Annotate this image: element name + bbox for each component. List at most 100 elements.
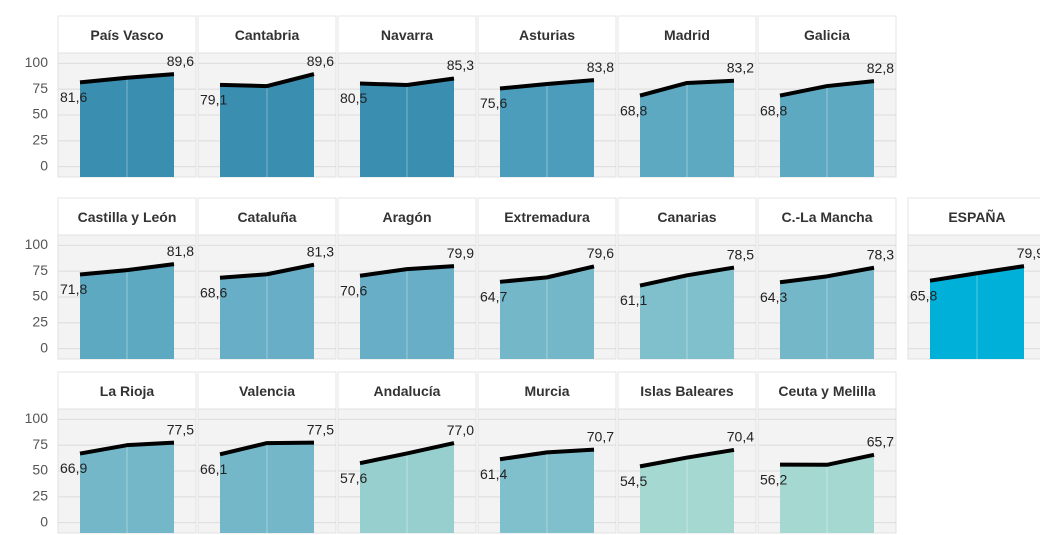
panel-header xyxy=(337,371,477,410)
value-label: 68,8 xyxy=(620,102,647,118)
panel-title: Islas Baleares xyxy=(640,383,734,399)
panel-header xyxy=(57,15,197,54)
value-label: 78,3 xyxy=(867,246,894,262)
area xyxy=(780,454,874,533)
panel-title: Valencia xyxy=(239,383,295,399)
value-label: 61,4 xyxy=(480,466,507,482)
value-label: 66,9 xyxy=(60,460,87,476)
y-tick-label: 0 xyxy=(40,513,48,529)
panel-header xyxy=(477,197,617,236)
panel-title: Aragón xyxy=(383,209,432,225)
panel: Castilla y León 71,8 81,8 xyxy=(57,197,197,360)
value-label: 57,6 xyxy=(340,470,367,486)
panel-header xyxy=(197,371,337,410)
value-label: 79,9 xyxy=(447,245,474,261)
line xyxy=(359,264,455,278)
area xyxy=(220,264,314,359)
line xyxy=(359,441,455,466)
value-label: 71,8 xyxy=(60,281,87,297)
panel: C.-La Mancha 64,3 78,3 xyxy=(757,197,897,360)
value-label: 80,5 xyxy=(340,90,367,106)
y-tick-label: 75 xyxy=(32,436,48,452)
panel-header xyxy=(617,15,757,54)
value-label: 75,6 xyxy=(480,95,507,111)
value-label: 82,8 xyxy=(867,60,894,76)
panel: País Vasco 81,6 89,6 xyxy=(57,15,197,178)
panel: Madrid 68,8 83,2 xyxy=(617,15,757,178)
value-label: 70,6 xyxy=(340,282,367,298)
y-tick-label: 25 xyxy=(32,314,48,330)
value-label: 89,6 xyxy=(307,53,334,69)
line xyxy=(79,72,175,85)
line xyxy=(79,262,175,277)
line xyxy=(359,76,455,88)
y-tick-label: 75 xyxy=(32,262,48,278)
panel-title: Asturias xyxy=(519,27,575,43)
panel: Valencia 66,1 77,5 xyxy=(197,371,337,534)
line xyxy=(79,440,175,456)
value-label: 64,7 xyxy=(480,289,507,305)
area xyxy=(780,81,874,177)
value-label: 83,2 xyxy=(727,59,754,75)
value-label: 77,5 xyxy=(167,421,194,437)
panel: Canarias 61,1 78,5 xyxy=(617,197,757,360)
value-label: 65,7 xyxy=(867,433,894,449)
panel-header xyxy=(57,197,197,236)
line xyxy=(779,265,875,285)
line xyxy=(219,262,315,280)
panel-title: Navarra xyxy=(381,27,433,43)
value-label: 83,8 xyxy=(587,59,614,75)
y-tick-label: 25 xyxy=(32,132,48,148)
area xyxy=(930,266,1024,359)
value-label: 89,6 xyxy=(167,53,194,69)
panel: Asturias 75,6 83,8 xyxy=(477,15,617,178)
panel-title: C.-La Mancha xyxy=(781,209,872,225)
panel-header xyxy=(757,371,897,410)
panel-title: Murcia xyxy=(524,383,569,399)
area xyxy=(780,267,874,359)
value-label: 65,8 xyxy=(910,287,937,303)
panel: Aragón 70,6 79,9 xyxy=(337,197,477,360)
panel-title: Cantabria xyxy=(235,27,300,43)
value-label: 81,6 xyxy=(60,89,87,105)
panel-header xyxy=(197,197,337,236)
panel: Galicia 68,8 82,8 xyxy=(757,15,897,178)
value-label: 68,6 xyxy=(200,284,227,300)
line xyxy=(499,264,595,284)
panel: Navarra 80,5 85,3 xyxy=(337,15,477,178)
panel-title: Ceuta y Melilla xyxy=(778,383,875,399)
panel-header xyxy=(57,371,197,410)
y-tick-label: 100 xyxy=(25,410,49,426)
y-tick-label: 0 xyxy=(40,157,48,173)
panel-header xyxy=(907,197,1040,236)
value-label: 54,5 xyxy=(620,473,647,489)
panel-title: ESPAÑA xyxy=(948,208,1005,225)
area xyxy=(360,443,454,533)
panel-title: La Rioja xyxy=(100,383,155,399)
area xyxy=(640,80,734,177)
line xyxy=(779,452,875,467)
panel-title: Andalucía xyxy=(374,383,441,399)
value-label: 85,3 xyxy=(447,57,474,73)
panel-header xyxy=(757,15,897,54)
value-label: 68,8 xyxy=(760,102,787,118)
y-tick-label: 100 xyxy=(25,54,49,70)
panel-title: País Vasco xyxy=(90,27,163,43)
panel: Murcia 61,4 70,7 xyxy=(477,371,617,534)
panel-title: Extremadura xyxy=(504,209,590,225)
y-tick-label: 50 xyxy=(32,462,48,478)
panel: Cantabria 79,1 89,6 xyxy=(197,15,337,178)
panel: La Rioja 66,9 77,5 xyxy=(57,371,197,534)
value-label: 79,9 xyxy=(1017,245,1040,261)
area xyxy=(80,264,174,359)
y-tick-label: 100 xyxy=(25,236,49,252)
value-label: 78,5 xyxy=(727,246,754,262)
line xyxy=(499,78,595,91)
line xyxy=(219,72,315,89)
area xyxy=(500,266,594,359)
panel-title: Castilla y León xyxy=(78,209,177,225)
panel-header xyxy=(757,197,897,236)
value-label: 79,6 xyxy=(587,245,614,261)
value-label: 64,3 xyxy=(760,289,787,305)
